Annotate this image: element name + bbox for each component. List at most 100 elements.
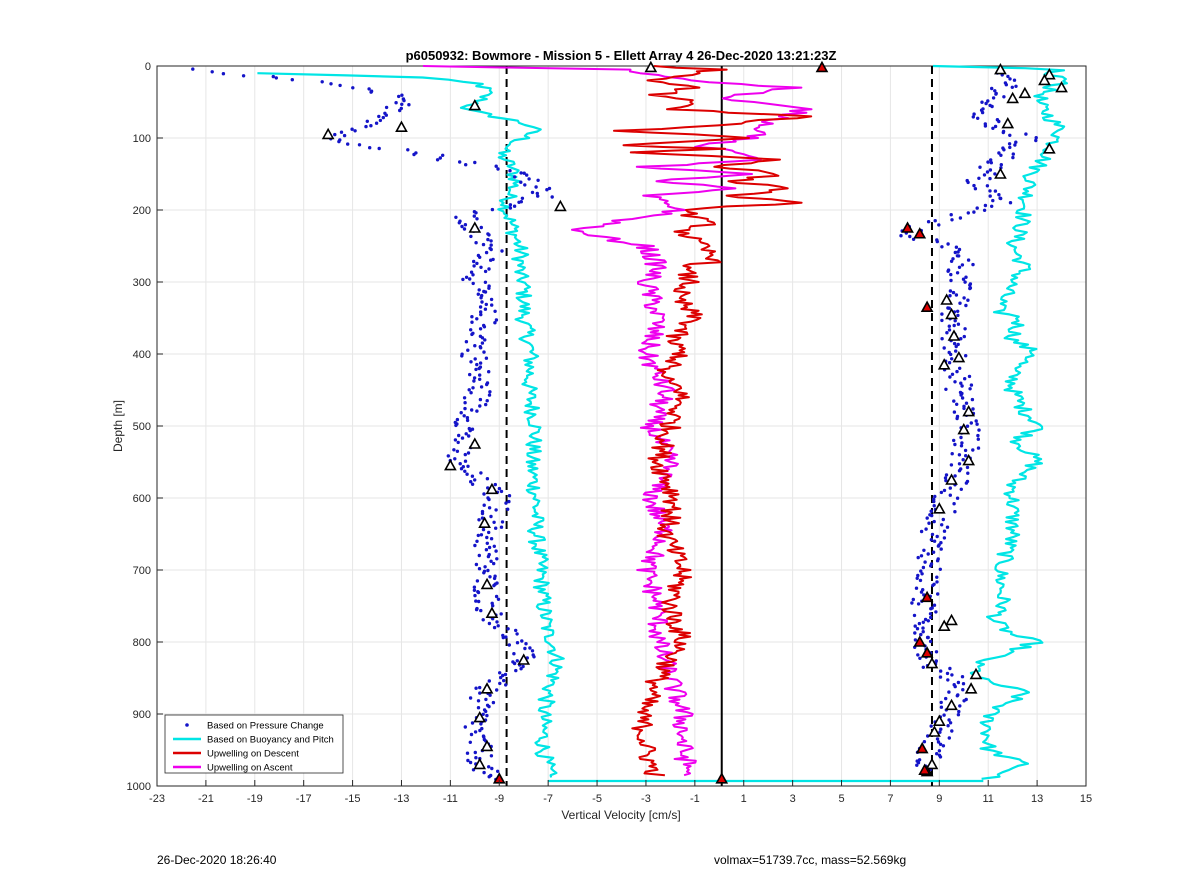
pressure-ascent-point bbox=[972, 183, 976, 188]
open-triangle-marker bbox=[468, 221, 482, 233]
pressure-ascent-point bbox=[916, 653, 920, 657]
y-tick-label: 1000 bbox=[127, 781, 151, 793]
pressure-descent-point bbox=[468, 740, 472, 744]
pressure-ascent-point bbox=[957, 453, 962, 457]
pressure-ascent-point bbox=[947, 736, 951, 740]
pressure-ascent-point bbox=[953, 380, 957, 384]
open-triangle-marker bbox=[945, 698, 958, 711]
pressure-descent-point bbox=[507, 643, 511, 647]
pressure-descent-point bbox=[488, 693, 492, 697]
pressure-descent-point bbox=[504, 501, 508, 505]
x-tick-label: 7 bbox=[887, 793, 893, 805]
pressure-descent-point bbox=[460, 354, 464, 358]
pressure-ascent-point bbox=[961, 277, 966, 281]
pressure-ascent-point bbox=[916, 573, 920, 578]
pressure-descent-point bbox=[507, 499, 511, 504]
pressure-ascent-point bbox=[1014, 84, 1018, 89]
pressure-descent-point bbox=[478, 728, 482, 733]
pressure-descent-point bbox=[482, 735, 486, 739]
pressure-ascent-point bbox=[949, 278, 953, 283]
pressure-descent-point bbox=[476, 292, 480, 296]
pressure-ascent-point bbox=[952, 502, 956, 506]
open-triangle-marker bbox=[554, 199, 567, 212]
pressure-descent-point bbox=[532, 655, 536, 659]
pressure-ascent-point bbox=[957, 469, 962, 473]
pressure-descent-point bbox=[497, 486, 502, 491]
pressure-ascent-point bbox=[959, 487, 963, 491]
pressure-ascent-point bbox=[970, 397, 975, 402]
pressure-ascent-point bbox=[957, 265, 962, 269]
pressure-ascent-point bbox=[956, 322, 961, 326]
pressure-descent-point bbox=[469, 328, 473, 332]
pressure-ascent-point bbox=[938, 730, 942, 734]
pressure-ascent-point bbox=[935, 737, 940, 741]
pressure-descent-point bbox=[477, 567, 482, 571]
pressure-ascent-point bbox=[915, 576, 919, 580]
pressure-descent-point bbox=[468, 277, 472, 281]
pressure-ascent-point bbox=[935, 752, 939, 756]
x-tick-label: -19 bbox=[247, 793, 263, 805]
x-axis: -23 -21 -19 -17 -15 -13 -11 -9 -7 -5 -3 -1 1 3 5 7 9 11 13… bbox=[149, 780, 1092, 805]
pressure-descent-point bbox=[517, 200, 521, 204]
pressure-ascent-point bbox=[933, 219, 937, 223]
pressure-descent-point bbox=[490, 207, 495, 212]
pressure-ascent-point bbox=[961, 458, 965, 462]
pressure-ascent-point bbox=[993, 189, 998, 193]
pressure-ascent-point bbox=[949, 352, 953, 357]
pressure-descent-point bbox=[369, 124, 373, 128]
pressure-descent-point bbox=[473, 357, 477, 361]
pressure-descent-point bbox=[484, 402, 488, 407]
pressure-descent-point bbox=[474, 562, 479, 567]
pressure-descent-point bbox=[474, 367, 478, 372]
pressure-descent-point bbox=[495, 688, 499, 692]
pressure-ascent-point bbox=[947, 718, 951, 722]
pressure-ascent-point bbox=[917, 621, 922, 626]
y-tick-label: 900 bbox=[133, 709, 151, 721]
pressure-ascent-point bbox=[967, 374, 972, 379]
open-triangle-marker bbox=[468, 437, 482, 449]
pressure-ascent-point bbox=[1034, 138, 1038, 143]
pressure-ascent-point bbox=[993, 172, 997, 176]
open-triangle-marker bbox=[932, 502, 946, 514]
pressure-ascent-point bbox=[938, 567, 942, 571]
pressure-descent-point bbox=[468, 428, 472, 433]
pressure-descent-point bbox=[466, 464, 470, 468]
pressure-descent-point bbox=[479, 296, 483, 300]
pressure-ascent-point bbox=[963, 448, 968, 453]
pressure-descent-point bbox=[368, 146, 372, 150]
marker-layer bbox=[321, 60, 1068, 784]
pressure-descent-point bbox=[472, 214, 476, 218]
pressure-descent-point bbox=[469, 234, 473, 239]
pressure-ascent-point bbox=[927, 521, 931, 525]
x-tick-label: 13 bbox=[1031, 793, 1043, 805]
pressure-ascent-point bbox=[919, 632, 923, 637]
pressure-descent-point bbox=[525, 173, 529, 177]
pressure-ascent-point bbox=[975, 422, 979, 426]
pressure-ascent-point bbox=[929, 615, 933, 620]
pressure-descent-point bbox=[498, 681, 502, 686]
pressure-ascent-point bbox=[950, 673, 954, 677]
pressure-ascent-point bbox=[954, 293, 959, 297]
pressure-ascent-point bbox=[953, 684, 957, 689]
pressure-descent-point bbox=[545, 188, 549, 192]
x-axis-label: Vertical Velocity [cm/s] bbox=[561, 808, 680, 822]
pressure-ascent-point bbox=[965, 465, 970, 470]
x-tick-label: 15 bbox=[1080, 793, 1092, 805]
pressure-descent-point bbox=[479, 312, 483, 317]
pressure-ascent-point bbox=[939, 547, 943, 551]
pressure-descent-point bbox=[479, 471, 483, 475]
pressure-descent-point bbox=[494, 526, 498, 530]
legend: Based on Pressure Change Based on Buoyanc… bbox=[164, 714, 344, 774]
pressure-descent-point bbox=[504, 683, 508, 687]
pressure-descent-point bbox=[369, 90, 373, 94]
x-tick-label: -21 bbox=[198, 793, 214, 805]
pressure-ascent-point bbox=[949, 259, 954, 263]
pressure-descent-point bbox=[467, 388, 471, 392]
legend-label: Upwelling on Descent bbox=[207, 749, 299, 760]
open-triangle-marker bbox=[945, 613, 958, 626]
pressure-ascent-point bbox=[948, 666, 952, 671]
pressure-descent-point bbox=[483, 280, 488, 284]
pressure-ascent-point bbox=[911, 597, 915, 602]
x-tick-label: -1 bbox=[690, 793, 700, 805]
pressure-descent-point bbox=[468, 760, 473, 765]
